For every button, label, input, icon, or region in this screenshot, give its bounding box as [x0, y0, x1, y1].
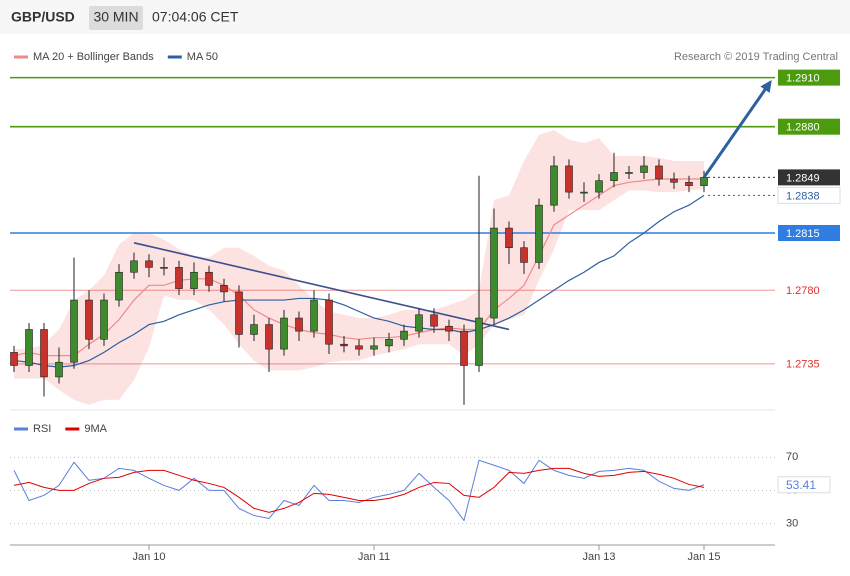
- candle-body: [70, 299, 78, 363]
- candle-body: [460, 330, 468, 366]
- candle-body: [640, 165, 648, 173]
- candle-body: [340, 343, 348, 347]
- x-tick-label: Jan 15: [687, 551, 720, 563]
- candle-body: [85, 299, 93, 340]
- level-label-box: [778, 224, 840, 241]
- candle-body: [130, 260, 138, 273]
- candle-body: [610, 172, 618, 181]
- legend-label: RSI: [33, 423, 51, 435]
- x-tick-label: Jan 11: [358, 551, 390, 563]
- interval: 30 MIN: [93, 9, 138, 25]
- x-tick-label: Jan 13: [582, 551, 615, 563]
- candle-body: [265, 324, 273, 350]
- candle-body: [40, 329, 48, 378]
- level-label: 1.2849: [786, 172, 820, 184]
- value-label-box: [777, 476, 831, 494]
- ma-line: [13, 194, 705, 368]
- symbol: GBP/USD: [11, 9, 75, 25]
- legend-label: MA 20 + Bollinger Bands: [33, 51, 154, 63]
- rsi-line: [13, 459, 705, 522]
- candle-body: [55, 361, 63, 378]
- candle-body: [415, 314, 423, 332]
- level-label-box: [778, 69, 840, 86]
- candle-body: [295, 317, 303, 332]
- candle-body: [10, 352, 18, 366]
- level-label: 1.2880: [786, 122, 820, 134]
- bollinger-band: [14, 129, 704, 405]
- candle-body: [565, 165, 573, 193]
- level-label: 1.2910: [786, 73, 820, 85]
- candle-body: [145, 260, 153, 268]
- candle-body: [685, 181, 693, 186]
- candle-body: [355, 345, 363, 350]
- level-label: 1.2780: [786, 285, 820, 297]
- candle-body: [250, 324, 258, 335]
- y-tick-label: 30: [786, 517, 798, 529]
- rsi-line: [13, 467, 705, 513]
- candle-body: [385, 339, 393, 347]
- level-label-box: [777, 186, 841, 204]
- candle-body: [445, 325, 453, 332]
- candle-body: [25, 329, 33, 366]
- y-tick-label: 70: [786, 451, 798, 463]
- projection-arrow: [702, 81, 772, 179]
- level-label-box: [778, 169, 840, 186]
- level-label-box: [778, 118, 840, 135]
- arrow-head: [760, 80, 772, 93]
- candle-body: [235, 291, 243, 335]
- candle-body: [535, 204, 543, 263]
- candle-body: [490, 227, 498, 319]
- candle-body: [115, 271, 123, 301]
- legend-label: MA 50: [187, 51, 218, 63]
- candle-body: [280, 317, 288, 350]
- candle-body: [325, 299, 333, 345]
- time: 07:04:06 CET: [152, 9, 239, 25]
- value-label: 53.41: [786, 478, 816, 492]
- level-label: 1.2815: [786, 228, 820, 240]
- candle-body: [625, 172, 633, 174]
- candle-body: [595, 180, 603, 193]
- candle-body: [310, 299, 318, 332]
- level-label: 1.2735: [786, 359, 820, 371]
- candle-body: [205, 271, 213, 286]
- level-label: 1.2838: [786, 190, 820, 202]
- candle-body: [160, 267, 168, 269]
- credit: Research © 2019 Trading Central: [674, 51, 838, 63]
- candle-body: [370, 345, 378, 350]
- candle-body: [700, 177, 708, 186]
- candle-body: [430, 314, 438, 327]
- candle-body: [175, 267, 183, 289]
- candle-body: [655, 165, 663, 180]
- x-tick-label: Jan 10: [132, 551, 165, 563]
- candle-body: [100, 299, 108, 340]
- candle-body: [505, 227, 513, 249]
- legend-label: 9MA: [84, 423, 107, 435]
- candle-body: [580, 191, 588, 194]
- candle-body: [670, 178, 678, 183]
- candle-body: [400, 330, 408, 340]
- candle-body: [520, 247, 528, 263]
- candle-body: [220, 285, 228, 293]
- candle-body: [190, 271, 198, 289]
- trendline: [133, 242, 510, 331]
- candle-body: [550, 165, 558, 206]
- interval-box: [89, 6, 143, 30]
- candle-body: [475, 317, 483, 366]
